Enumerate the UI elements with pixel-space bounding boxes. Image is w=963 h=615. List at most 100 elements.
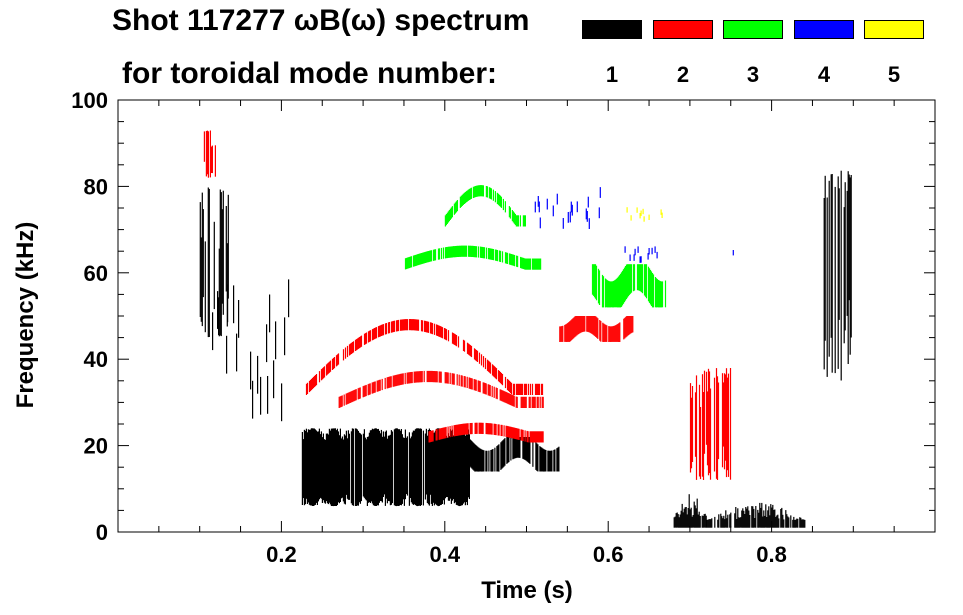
spectrum-mark <box>480 246 483 258</box>
spectrum-mark <box>567 212 569 223</box>
spectrum-mark <box>774 509 776 528</box>
spectrum-mark <box>479 422 481 434</box>
spectrum-mark <box>537 258 539 270</box>
spectrum-mark <box>636 207 638 213</box>
spectrum-mark <box>322 367 325 379</box>
spectrum-mark <box>351 342 354 354</box>
spectrum-mark <box>468 245 471 257</box>
spectrum-mark <box>494 447 496 472</box>
spectrum-mark <box>354 428 356 506</box>
spectrum-mark <box>491 364 494 376</box>
mode-1-feature <box>823 170 852 381</box>
spectrum-mark <box>524 383 527 395</box>
spectrum-mark <box>455 245 458 258</box>
spectrum-mark <box>558 446 560 472</box>
spectrum-mark <box>508 437 510 463</box>
spectrum-mark <box>325 433 327 502</box>
spectrum-mark <box>354 339 357 351</box>
spectrum-mark <box>840 170 842 381</box>
spectrum-mark <box>385 430 387 499</box>
spectrum-mark <box>454 334 457 346</box>
spectrum-mark <box>452 246 455 258</box>
spectrum-mark <box>686 514 688 528</box>
spectrum-mark <box>651 247 653 255</box>
spectrum-mark <box>540 447 542 472</box>
spectrum-mark <box>652 274 655 308</box>
spectrum-mark <box>513 383 516 395</box>
spectrum-mark <box>782 514 784 528</box>
spectrum-mark <box>725 510 727 528</box>
spectrum-mark <box>561 326 563 342</box>
spectrum-mark <box>848 174 850 301</box>
spectrum-mark <box>447 211 449 223</box>
spectrum-mark <box>527 258 529 270</box>
spectrum-mark <box>500 389 502 401</box>
spectrum-mark <box>601 274 604 308</box>
spectrum-mark <box>492 365 495 377</box>
spectrum-mark <box>605 279 608 308</box>
spectrum-mark <box>773 509 775 528</box>
spectrum-mark <box>472 186 474 198</box>
x-tick-label: 0.4 <box>430 542 461 567</box>
spectrum-mark <box>449 246 452 258</box>
spectrum-mark <box>562 325 564 342</box>
spectrum-mark <box>257 355 259 394</box>
spectrum-mark <box>704 513 706 528</box>
spectrum-mark <box>485 450 487 472</box>
spectrum-mark <box>438 428 440 506</box>
spectrum-mark <box>714 516 716 528</box>
spectrum-mark <box>508 380 511 392</box>
spectrum-mark <box>477 185 479 197</box>
spectrum-mark <box>502 440 504 468</box>
spectrum-mark <box>491 248 494 260</box>
spectrum-mark <box>531 431 533 443</box>
spectrum-mark <box>503 425 505 437</box>
spectrum-mark <box>644 264 647 297</box>
spectrum-mark <box>611 326 613 342</box>
spectrum-mark <box>407 372 409 384</box>
spectrum-mark <box>434 371 436 383</box>
spectrum-mark <box>408 432 410 506</box>
spectrum-mark <box>424 320 427 333</box>
spectrum-mark <box>588 316 590 333</box>
spectrum-mark <box>510 382 513 394</box>
spectrum-mark <box>522 396 524 408</box>
spectrum-mark <box>616 324 618 342</box>
spectrum-mark <box>479 246 482 258</box>
spectrum-mark <box>381 436 383 503</box>
spectrum-mark <box>436 429 438 441</box>
spectrum-mark <box>586 211 588 222</box>
spectrum-mark <box>509 381 512 393</box>
spectrum-mark <box>708 371 711 474</box>
spectrum-mark <box>409 256 412 268</box>
spectrum-mark <box>542 396 544 408</box>
spectrum-mark <box>497 445 499 472</box>
spectrum-mark <box>749 515 751 528</box>
spectrum-mark <box>593 264 596 298</box>
spectrum-mark <box>465 191 467 203</box>
spectrum-mark <box>576 316 578 336</box>
spectrum-mark <box>482 422 484 434</box>
spectrum-mark <box>699 407 702 480</box>
spectrum-mark <box>521 383 524 395</box>
spectrum-mark <box>431 430 433 442</box>
spectrum-mark <box>639 264 642 292</box>
spectrum-mark <box>452 333 455 345</box>
spectrum-mark <box>624 246 626 253</box>
spectrum-mark <box>673 517 675 528</box>
spectrum-mark <box>408 372 410 384</box>
spectrum-mark <box>445 426 447 439</box>
spectrum-mark <box>588 218 590 229</box>
mode-2-feature <box>305 319 544 395</box>
spectrum-mark <box>331 358 334 370</box>
spectrum-mark <box>467 189 469 201</box>
spectrum-mark <box>542 431 544 443</box>
spectrum-mark <box>522 429 524 442</box>
spectrum-mark <box>325 364 328 376</box>
spectrum-mark <box>515 383 518 395</box>
spectrum-mark <box>388 376 390 388</box>
spectrum-mark <box>395 428 397 507</box>
spectrum-mark <box>411 371 413 384</box>
spectrum-mark <box>735 507 737 528</box>
spectrum-mark <box>491 385 493 398</box>
